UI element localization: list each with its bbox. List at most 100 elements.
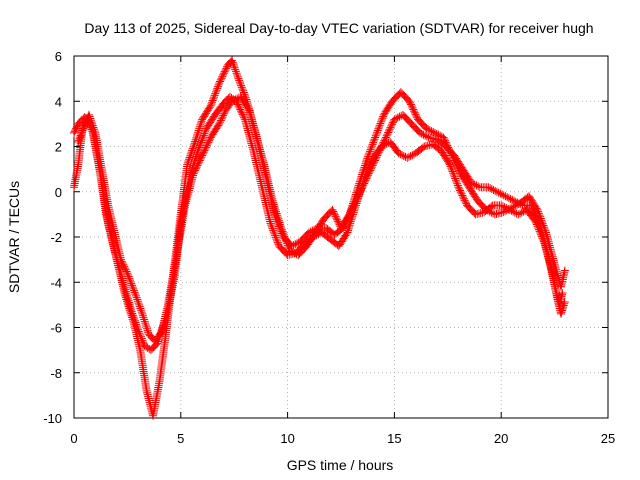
data-point <box>292 239 301 248</box>
data-point <box>134 299 143 308</box>
data-point <box>551 262 560 271</box>
data-point <box>285 246 294 255</box>
data-point <box>193 161 202 170</box>
data-point <box>140 317 149 326</box>
data-point <box>383 130 392 139</box>
data-point <box>230 63 239 72</box>
data-point <box>470 180 479 189</box>
data-point <box>195 158 204 167</box>
data-point <box>387 121 396 130</box>
data-point <box>183 193 192 202</box>
data-point <box>126 276 135 285</box>
data-point <box>128 313 137 322</box>
data-point <box>377 141 386 150</box>
x-tick-label: 20 <box>494 431 508 446</box>
data-point <box>142 322 151 331</box>
data-point <box>127 279 136 288</box>
data-point <box>249 123 258 132</box>
data-point <box>346 207 355 216</box>
data-point <box>195 156 204 165</box>
data-point <box>245 132 254 141</box>
data-point <box>412 112 421 121</box>
data-point <box>252 132 261 141</box>
data-point <box>193 148 202 157</box>
data-point <box>507 203 516 212</box>
data-point <box>194 159 203 168</box>
data-point <box>275 222 284 231</box>
data-point <box>195 143 204 152</box>
data-point <box>530 207 539 216</box>
data-point <box>156 329 165 338</box>
data-point <box>216 77 225 86</box>
data-point <box>239 88 248 97</box>
data-point <box>533 214 542 223</box>
data-point <box>191 154 200 163</box>
data-point <box>375 146 384 155</box>
data-point <box>540 238 549 247</box>
data-point <box>74 137 83 146</box>
data-point <box>541 241 550 250</box>
chart-title: Day 113 of 2025, Sidereal Day-to-day VTE… <box>84 20 593 36</box>
data-point <box>376 144 385 153</box>
data-point <box>141 321 150 330</box>
data-point <box>363 152 372 161</box>
data-point <box>359 166 368 175</box>
data-point <box>515 199 524 208</box>
data-point <box>77 129 86 138</box>
data-point <box>236 105 245 114</box>
data-point <box>560 266 569 275</box>
data-point <box>216 75 225 84</box>
data-point <box>182 197 191 206</box>
data-point <box>332 214 341 223</box>
data-point <box>369 136 378 145</box>
data-point <box>357 172 366 181</box>
data-point <box>503 193 512 202</box>
x-tick-label: 0 <box>70 431 77 446</box>
data-point <box>237 108 246 117</box>
data-point <box>538 228 547 237</box>
data-point <box>199 131 208 140</box>
data-point <box>271 212 280 221</box>
data-point <box>205 103 214 112</box>
data-point <box>194 126 203 135</box>
data-point <box>272 235 281 244</box>
data-point <box>369 159 378 168</box>
data-point <box>188 173 197 182</box>
data-point <box>219 69 228 78</box>
data-point <box>195 124 204 133</box>
data-point <box>350 199 359 208</box>
data-point <box>406 98 415 107</box>
data-point <box>233 72 242 81</box>
data-point <box>357 186 366 195</box>
data-point <box>508 195 517 204</box>
data-marks <box>70 56 569 420</box>
data-point <box>181 201 190 210</box>
data-point <box>392 114 401 123</box>
data-point <box>121 265 130 274</box>
data-point <box>232 69 241 78</box>
data-point <box>372 129 381 138</box>
data-point <box>409 105 418 114</box>
data-point <box>75 134 84 143</box>
data-point <box>501 207 510 216</box>
data-point <box>192 150 201 159</box>
data-point <box>513 198 522 207</box>
data-point <box>447 165 456 174</box>
data-point <box>353 194 362 203</box>
data-point <box>386 123 395 132</box>
data-point <box>287 242 296 251</box>
data-point <box>511 197 520 206</box>
axis-ticks: 0 5 10 15 20 25 -10 -8 -6 -4 -2 0 2 4 6 <box>43 49 615 446</box>
data-point <box>188 144 197 153</box>
data-point <box>126 309 135 318</box>
y-tick-label: -8 <box>50 366 62 381</box>
data-point <box>374 148 383 157</box>
data-point <box>504 205 513 214</box>
data-point <box>474 182 483 191</box>
data-point <box>199 148 208 157</box>
data-point <box>377 116 386 125</box>
data-point <box>424 125 433 134</box>
data-point <box>184 188 193 197</box>
data-point <box>235 103 244 112</box>
data-point <box>404 152 413 161</box>
